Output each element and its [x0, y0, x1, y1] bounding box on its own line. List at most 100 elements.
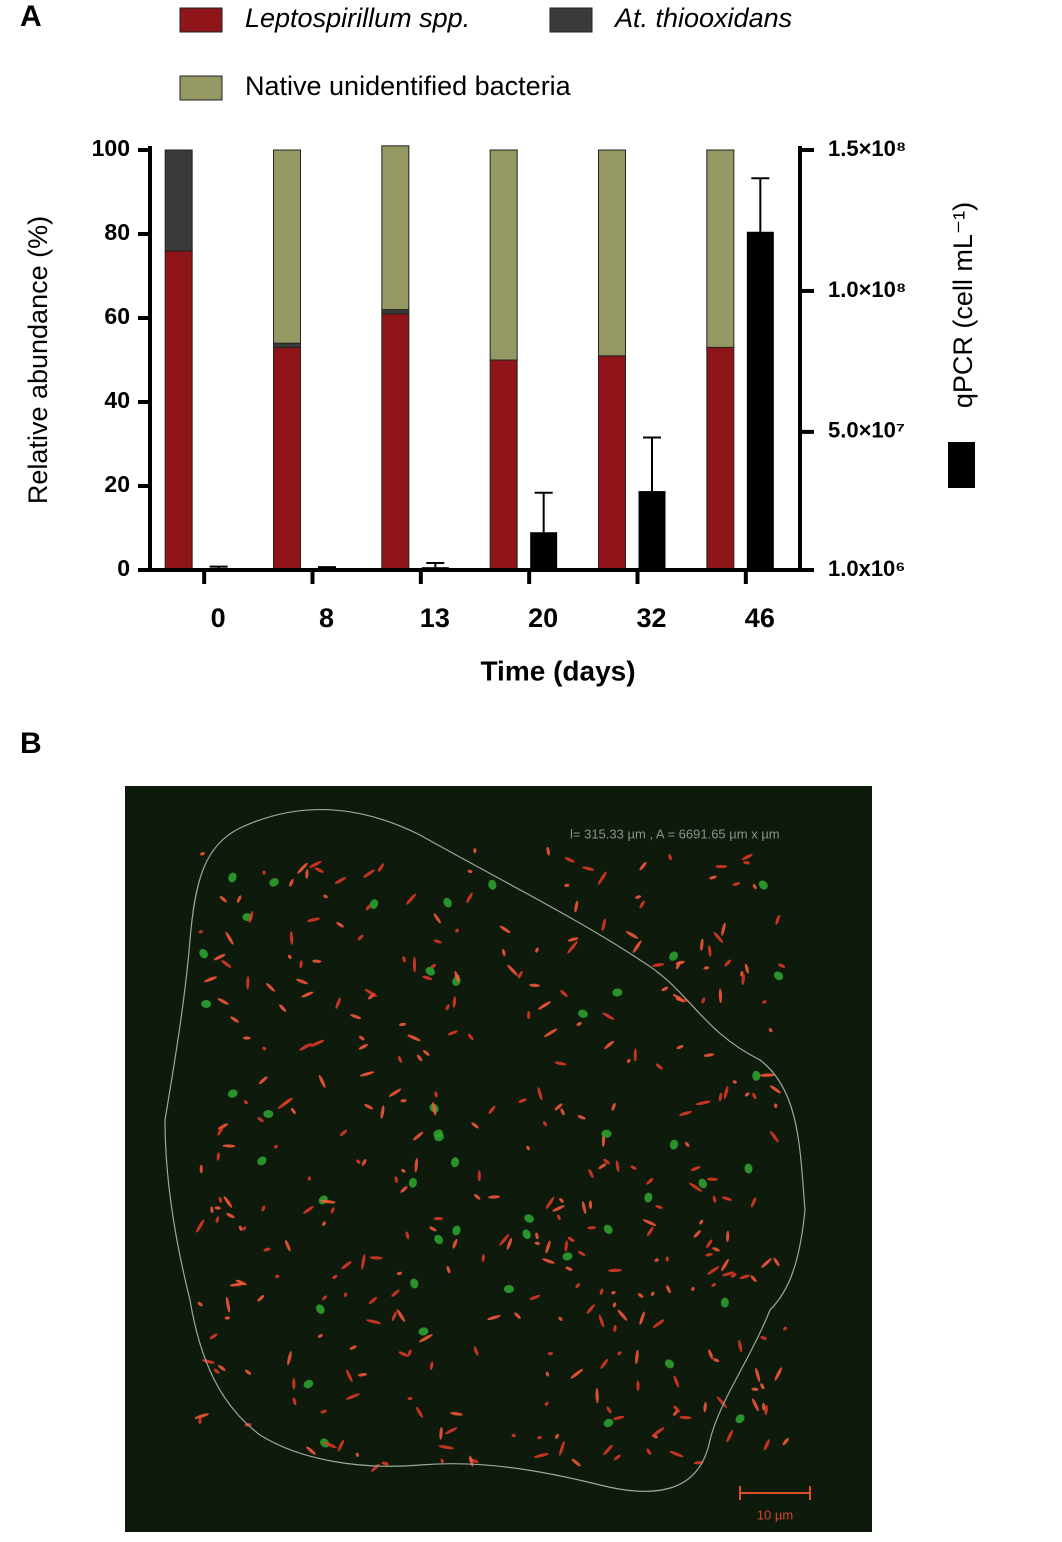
cell-speck	[361, 1158, 367, 1166]
cell-speck	[299, 1043, 312, 1051]
cell-speck	[761, 1258, 772, 1268]
cell-speck	[567, 937, 579, 942]
cell-speck	[544, 1028, 558, 1038]
cell-speck	[488, 879, 497, 890]
cell-speck	[537, 1087, 543, 1101]
cell-speck	[654, 1258, 659, 1262]
cell-speck	[474, 1194, 481, 1200]
cell-speck	[335, 997, 341, 1009]
cell-speck	[664, 1359, 675, 1369]
cell-speck	[672, 994, 685, 1003]
cell-speck	[606, 1406, 612, 1414]
cell-speck	[235, 1279, 247, 1286]
region-outline	[164, 808, 806, 1492]
cell-speck	[369, 899, 379, 909]
cell-speck	[201, 999, 212, 1008]
cell-speck	[217, 1125, 224, 1136]
cell-speck	[752, 883, 757, 890]
cell-speck	[452, 996, 457, 1008]
cell-speck	[429, 1361, 434, 1371]
cell-speck	[257, 1117, 264, 1123]
cell-speck	[398, 1351, 409, 1357]
cell-speck	[219, 896, 227, 903]
cell-speck	[225, 1296, 231, 1313]
stacked-bar-segment	[598, 355, 626, 571]
cell-speck	[752, 1092, 757, 1100]
cell-speck	[721, 1258, 729, 1272]
cell-speck	[542, 1121, 548, 1127]
y-tick-label: 80	[104, 219, 130, 245]
cell-speck	[397, 1055, 403, 1063]
cell-speck	[263, 1110, 274, 1119]
cell-speck	[560, 1108, 565, 1116]
cell-speck	[716, 1396, 727, 1408]
cell-speck	[669, 1451, 684, 1458]
stacked-bar-segment	[706, 149, 735, 348]
cell-speck	[718, 988, 723, 1004]
cell-speck	[323, 894, 328, 899]
cell-speck	[218, 1196, 223, 1203]
cell-speck	[646, 1448, 652, 1455]
cell-speck	[434, 1234, 444, 1245]
cell-speck	[646, 1178, 654, 1185]
cell-speck	[545, 1371, 550, 1377]
cell-speck	[292, 1397, 297, 1406]
cell-speck	[741, 854, 753, 861]
cell-speck	[675, 960, 681, 970]
cell-speck	[708, 945, 712, 957]
cell-speck	[652, 963, 665, 967]
cell-speck	[359, 1071, 375, 1077]
cell-speck	[611, 1102, 616, 1111]
cell-speck	[673, 1405, 681, 1413]
cell-speck	[287, 1351, 292, 1366]
micrograph: 10 µm l= 315.33 µm , A = 6691.65 µm x µm	[125, 786, 872, 1532]
cell-speck	[773, 1257, 780, 1267]
cell-speck	[381, 1461, 389, 1466]
cell-speck	[673, 1375, 680, 1388]
cell-speck	[299, 960, 303, 969]
cell-speck	[764, 1404, 768, 1416]
cell-speck	[741, 973, 746, 986]
qpcr-bar	[638, 491, 666, 570]
cell-speck	[210, 1206, 214, 1214]
cell-speck	[633, 1048, 637, 1062]
cell-speck	[418, 1334, 433, 1343]
y-tick-label: 40	[104, 387, 130, 413]
cell-speck	[364, 1104, 374, 1110]
cell-speck	[689, 1182, 703, 1192]
cell-speck	[703, 1401, 707, 1413]
cell-speck	[226, 1212, 235, 1219]
cell-speck	[751, 1398, 759, 1412]
stacked-bar-segment	[381, 313, 410, 571]
cell-speck	[214, 1206, 221, 1210]
panel-label: A	[20, 0, 42, 33]
cell-speck	[651, 1427, 665, 1437]
cell-speck	[576, 1022, 582, 1027]
cell-speck	[559, 1441, 565, 1456]
stacked-bar-segment	[273, 342, 301, 348]
cell-speck	[713, 931, 724, 943]
cell-speck	[698, 1178, 708, 1189]
cell-speck	[303, 1205, 314, 1214]
cell-speck	[199, 948, 208, 959]
cell-speck	[668, 854, 672, 861]
cell-speck	[768, 1028, 773, 1033]
cell-speck	[639, 900, 645, 909]
cell-speck	[775, 914, 780, 925]
cell-speck	[433, 939, 442, 944]
cell-speck	[603, 1418, 614, 1428]
cell-speck	[407, 1034, 421, 1042]
cell-speck	[332, 1274, 338, 1280]
cell-speck	[334, 877, 347, 884]
cell-speck	[535, 1232, 539, 1240]
cell-speck	[246, 976, 250, 990]
cell-speck	[783, 1326, 788, 1331]
cell-speck	[564, 857, 575, 863]
cell-speck	[316, 1304, 325, 1314]
cell-speck	[244, 1369, 252, 1375]
cell-speck	[450, 1412, 463, 1416]
cell-speck	[452, 1225, 461, 1236]
cell-speck	[556, 1214, 561, 1221]
stacked-bar-segment	[381, 309, 410, 315]
cell-speck	[413, 1131, 424, 1141]
